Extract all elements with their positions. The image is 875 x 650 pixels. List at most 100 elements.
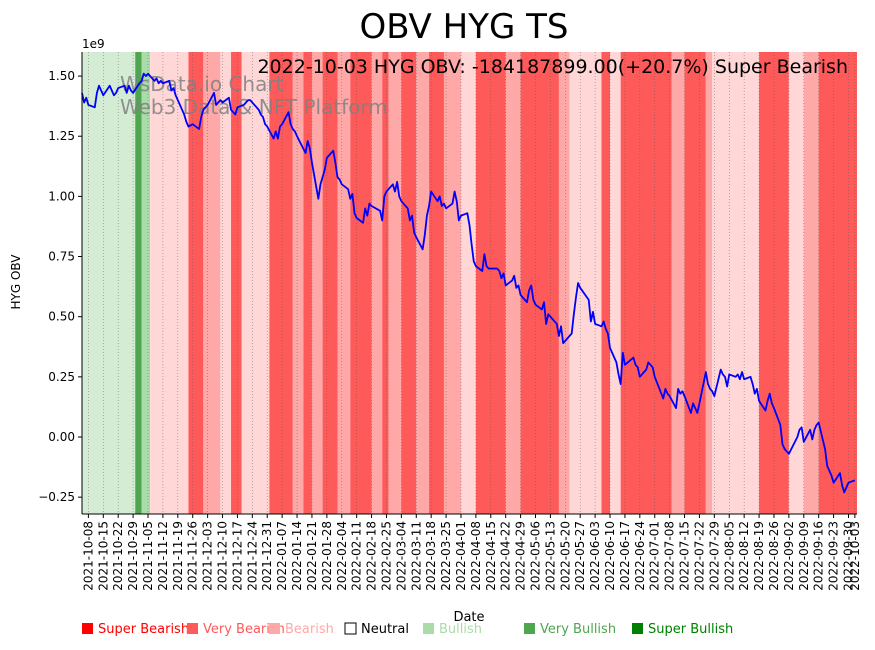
legend-swatch: [344, 622, 357, 635]
x-tick-label: 2022-01-28: [320, 521, 334, 591]
x-grid: [88, 52, 856, 514]
x-tick-label: 2022-05-13: [543, 521, 557, 591]
sentiment-band: [460, 52, 476, 514]
x-tick-label: 2022-04-22: [499, 521, 513, 591]
sentiment-band: [429, 52, 444, 514]
sentiment-band: [388, 52, 402, 514]
sentiment-band: [311, 52, 323, 514]
x-tick-label: 2022-10-03: [848, 521, 862, 591]
sentiment-band: [401, 52, 417, 514]
legend-label: Bullish: [439, 622, 482, 637]
x-tick-label: 2022-01-14: [290, 521, 304, 591]
sentiment-band: [601, 52, 611, 514]
x-tick-label: 2021-10-08: [81, 521, 95, 591]
x-tick-label: 2021-11-26: [186, 521, 200, 591]
legend-label: Neutral: [361, 622, 409, 637]
y-tick-label: 1.25: [48, 129, 75, 143]
chart-annotation: 2022-10-03 HYG OBV: -184187899.00(+20.7%…: [257, 56, 848, 78]
y-axis-ticks: −0.25 0.00 0.25 0.50 0.75 1.00 1.25 1.50: [38, 69, 82, 504]
sentiment-band: [705, 52, 713, 514]
sentiment-band: [416, 52, 430, 514]
legend: Super Bearish Very Bearish Bearish Neutral B…: [82, 622, 733, 637]
sentiment-band: [350, 52, 372, 514]
x-tick-label: 2022-09-16: [812, 521, 826, 591]
x-tick-label: 2022-02-18: [365, 521, 379, 591]
sentiment-band: [141, 52, 151, 514]
legend-label: Super Bullish: [648, 622, 733, 637]
sentiment-band: [505, 52, 521, 514]
sentiment-band: [788, 52, 804, 514]
x-tick-label: 2022-02-11: [350, 521, 364, 591]
sentiment-band: [135, 52, 142, 514]
sentiment-band: [569, 52, 602, 514]
sentiment-band: [382, 52, 389, 514]
sentiment-band: [322, 52, 338, 514]
x-tick-label: 2022-01-07: [275, 521, 289, 591]
sentiment-band: [220, 52, 232, 514]
sentiment-band: [620, 52, 672, 514]
y-tick-label: 0.75: [48, 250, 75, 264]
sentiment-band: [371, 52, 383, 514]
x-tick-label: 2022-08-12: [737, 521, 751, 591]
sentiment-band: [241, 52, 270, 514]
sentiment-band: [303, 52, 312, 514]
x-tick-label: 2022-05-06: [529, 521, 543, 591]
x-tick-label: 2022-06-17: [618, 521, 632, 591]
watermark-line-2: Web3 Data & NFT Platform: [120, 95, 388, 119]
x-tick-label: 2022-07-08: [663, 521, 677, 591]
x-tick-label: 2022-04-01: [454, 521, 468, 591]
x-tick-label: 2021-10-15: [96, 521, 110, 591]
sentiment-bands: [82, 52, 857, 514]
x-axis-label: Date: [453, 610, 484, 625]
x-tick-label: 2021-12-31: [260, 521, 274, 591]
legend-label: Very Bullish: [540, 622, 616, 637]
y-axis-label: HYG OBV: [9, 254, 23, 310]
x-tick-label: 2022-09-30: [841, 521, 855, 591]
x-tick-label: 2021-12-24: [245, 521, 259, 591]
x-tick-label: 2022-04-08: [469, 521, 483, 591]
x-tick-label: 2022-09-09: [797, 521, 811, 591]
y-tick-label: 0.50: [48, 310, 75, 324]
legend-swatch: [269, 623, 280, 634]
x-tick-label: 2021-12-17: [230, 521, 244, 591]
x-tick-label: 2022-09-02: [782, 521, 796, 591]
legend-label: Super Bearish: [98, 622, 189, 637]
sentiment-band: [292, 52, 304, 514]
legend-swatch: [524, 623, 535, 634]
sentiment-band: [231, 52, 242, 514]
sentiment-band: [818, 52, 857, 514]
x-tick-label: 2022-06-03: [588, 521, 602, 591]
sentiment-band: [269, 52, 293, 514]
sentiment-band: [443, 52, 461, 514]
y-multiplier-label: 1e9: [82, 37, 105, 51]
x-tick-label: 2022-06-24: [633, 521, 647, 591]
x-tick-label: 2022-01-21: [305, 521, 319, 591]
x-tick-label: 2022-03-25: [439, 521, 453, 591]
sentiment-band: [671, 52, 685, 514]
sentiment-band: [558, 52, 570, 514]
obv-series-line: [81, 72, 856, 494]
legend-label: Bearish: [285, 622, 334, 637]
sentiment-band: [520, 52, 559, 514]
sentiment-band: [803, 52, 819, 514]
sentiment-band: [203, 52, 221, 514]
x-tick-label: 2022-03-04: [394, 521, 408, 591]
sentiment-band: [150, 52, 189, 514]
y-tick-label: −0.25: [38, 490, 75, 504]
x-tick-label: 2022-07-01: [648, 521, 662, 591]
x-tick-label: 2022-04-29: [514, 521, 528, 591]
chart-title: OBV HYG TS: [360, 7, 569, 47]
y-tick-label: 0.00: [48, 430, 75, 444]
x-tick-label: 2022-02-25: [379, 521, 393, 591]
x-tick-label: 2022-08-05: [722, 521, 736, 591]
x-tick-label: 2021-10-22: [111, 521, 125, 591]
y-tick-label: 1.00: [48, 189, 75, 203]
legend-swatch: [423, 623, 434, 634]
y-tick-label: 0.25: [48, 370, 75, 384]
legend-label: Very Bearish: [203, 622, 285, 637]
sentiment-band: [684, 52, 706, 514]
x-tick-label: 2022-05-27: [573, 521, 587, 591]
legend-swatch: [82, 623, 93, 634]
x-tick-label: 2022-03-18: [424, 521, 438, 591]
